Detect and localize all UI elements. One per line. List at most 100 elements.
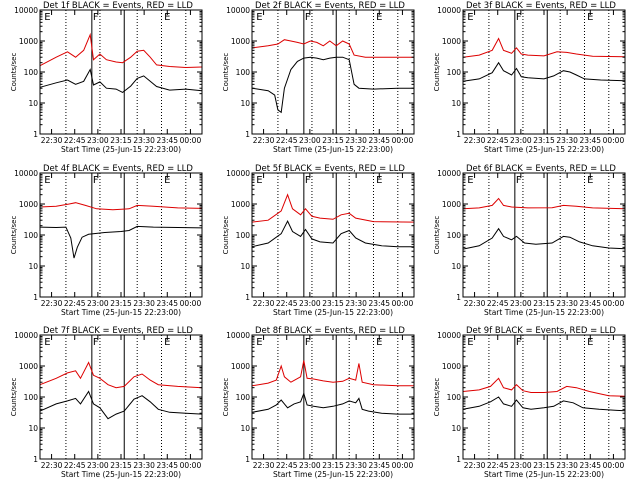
plot-frame — [39, 334, 203, 460]
x-tick-label: 00:00 — [603, 299, 625, 308]
x-tick-label: 23:30 — [556, 136, 578, 145]
x-axis-label: Start Time (25-Jun-15 22:23:00) — [484, 145, 604, 154]
x-tick-label: 23:45 — [579, 461, 601, 470]
lld-series-line — [462, 197, 626, 210]
x-tick-label: 23:15 — [110, 461, 132, 470]
panel-title: Det 7f BLACK = Events, RED = LLD — [43, 326, 193, 336]
marker-label: F — [93, 12, 99, 23]
y-tick-label: 1000 — [442, 37, 461, 46]
lld-series-line — [462, 37, 626, 58]
y-tick-label: 10 — [240, 424, 250, 433]
y-tick-label: 10 — [451, 424, 461, 433]
y-axis-label: Counts/sec — [222, 378, 230, 417]
lld-series-line — [39, 361, 203, 389]
x-axis-label: Start Time (25-Jun-15 22:23:00) — [484, 470, 604, 479]
y-tick-label: 100 — [236, 393, 251, 402]
y-tick-label: 10 — [28, 99, 38, 108]
marker-label: F — [305, 175, 311, 186]
x-tick-label: 22:45 — [487, 461, 509, 470]
x-tick-label: 23:00 — [299, 461, 321, 470]
plot-frame — [251, 9, 415, 135]
events-series-line — [39, 225, 203, 259]
events-series-line — [462, 227, 626, 250]
marker-label: E — [587, 175, 593, 186]
x-tick-label: 22:45 — [276, 299, 298, 308]
marker-label: F — [516, 175, 522, 186]
x-tick-label: 23:00 — [510, 299, 532, 308]
marker-label: E — [467, 175, 473, 186]
x-tick-label: 23:00 — [299, 136, 321, 145]
plot-frame — [39, 172, 203, 298]
events-series-line — [251, 219, 414, 248]
y-tick-label: 1000 — [19, 362, 38, 371]
x-tick-label: 23:00 — [510, 136, 532, 145]
marker-label: E — [376, 337, 382, 348]
events-series-line — [462, 396, 626, 412]
x-tick-label: 23:45 — [156, 299, 178, 308]
y-tick-label: 1 — [33, 455, 38, 464]
y-tick-label: 1 — [456, 293, 461, 302]
y-tick-label: 1 — [245, 293, 250, 302]
marker-label: F — [516, 337, 522, 348]
x-axis-label: Start Time (25-Jun-15 22:23:00) — [61, 470, 181, 479]
marker-label: E — [587, 12, 593, 23]
lld-series-line — [251, 360, 414, 387]
y-tick-label: 10 — [240, 262, 250, 271]
y-tick-label: 1000 — [442, 362, 461, 371]
marker-label: E — [256, 337, 262, 348]
events-series-line — [251, 56, 414, 114]
x-tick-label: 23:45 — [368, 299, 390, 308]
x-tick-label: 23:15 — [533, 461, 555, 470]
x-tick-label: 23:15 — [322, 136, 344, 145]
y-tick-label: 10000 — [14, 169, 38, 178]
x-tick-label: 23:00 — [87, 299, 109, 308]
y-tick-label: 10000 — [437, 169, 461, 178]
panel-title: Det 8f BLACK = Events, RED = LLD — [255, 326, 405, 336]
y-tick-label: 100 — [236, 68, 251, 77]
marker-label: E — [44, 175, 50, 186]
y-tick-label: 1 — [33, 130, 38, 139]
x-tick-label: 23:45 — [579, 136, 601, 145]
y-axis-label: Counts/sec — [10, 378, 18, 417]
y-tick-label: 100 — [447, 231, 462, 240]
x-tick-label: 23:15 — [533, 299, 555, 308]
y-tick-label: 1000 — [231, 37, 250, 46]
y-axis-label: Counts/sec — [433, 378, 441, 417]
y-tick-label: 10000 — [226, 331, 250, 340]
lld-series-line — [462, 377, 626, 397]
y-tick-label: 100 — [24, 393, 39, 402]
y-tick-label: 10 — [451, 99, 461, 108]
y-tick-label: 1000 — [19, 200, 38, 209]
x-tick-label: 23:30 — [345, 299, 367, 308]
y-tick-label: 1 — [245, 130, 250, 139]
y-tick-label: 10000 — [226, 169, 250, 178]
panel-title: Det 1f BLACK = Events, RED = LLD — [43, 1, 193, 11]
panel-1: Det 1f BLACK = Events, RED = LLD 1 10 100 10… — [10, 1, 203, 154]
marker-label: E — [256, 12, 262, 23]
x-tick-label: 23:15 — [110, 136, 132, 145]
panel-title: Det 9f BLACK = Events, RED = LLD — [466, 326, 616, 336]
marker-label: E — [376, 12, 382, 23]
marker-label: F — [93, 337, 99, 348]
lld-series-line — [251, 193, 415, 223]
x-tick-label: 22:30 — [253, 299, 275, 308]
x-tick-label: 22:30 — [464, 299, 486, 308]
x-tick-label: 23:45 — [156, 461, 178, 470]
y-axis-label: Counts/sec — [222, 53, 230, 92]
events-series-line — [39, 390, 203, 420]
x-tick-label: 23:30 — [345, 136, 367, 145]
events-series-line — [251, 391, 414, 415]
plot-frame — [251, 172, 415, 298]
marker-label: E — [44, 337, 50, 348]
panel-title: Det 4f BLACK = Events, RED = LLD — [43, 164, 193, 174]
y-tick-label: 1 — [33, 293, 38, 302]
marker-label: E — [164, 12, 170, 23]
lld-series-line — [39, 202, 203, 211]
x-tick-label: 00:00 — [392, 136, 414, 145]
panel-4: Det 4f BLACK = Events, RED = LLD 1 10 100 10… — [10, 164, 203, 317]
x-tick-label: 00:00 — [180, 461, 202, 470]
x-tick-label: 23:15 — [533, 136, 555, 145]
y-tick-label: 10000 — [226, 6, 250, 15]
y-axis-label: Counts/sec — [433, 216, 441, 255]
x-tick-label: 22:30 — [41, 461, 63, 470]
